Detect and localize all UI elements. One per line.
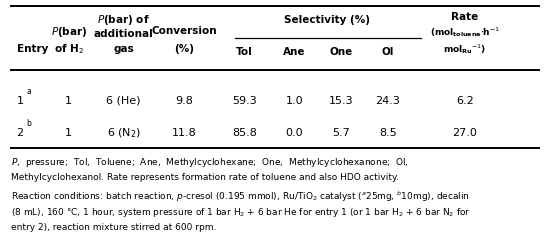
Text: 59.3: 59.3 xyxy=(232,96,257,106)
Text: $\it{P}$(bar): $\it{P}$(bar) xyxy=(51,25,87,39)
Text: 8.5: 8.5 xyxy=(379,128,397,138)
Text: 9.8: 9.8 xyxy=(175,96,193,106)
Text: (mol$_{\mathregular{toluene}}$$\cdot$h$^{-1}$: (mol$_{\mathregular{toluene}}$$\cdot$h$^… xyxy=(430,26,500,39)
Text: 85.8: 85.8 xyxy=(232,128,257,138)
Text: $\it{P}$(bar) of: $\it{P}$(bar) of xyxy=(97,13,150,27)
Text: (8 mL), 160 °C, 1 hour, system pressure of 1 bar H$_2$ + 6 bar He for entry 1 (o: (8 mL), 160 °C, 1 hour, system pressure … xyxy=(11,206,471,219)
Text: Selectivity (%): Selectivity (%) xyxy=(284,15,370,25)
Text: (%): (%) xyxy=(174,44,194,54)
Text: a: a xyxy=(26,87,31,95)
Text: Reaction conditions: batch reaction, $\it{p}$-cresol (0.195 mmol), Ru/TiO$_2$ ca: Reaction conditions: batch reaction, $\i… xyxy=(11,190,470,204)
Text: 2: 2 xyxy=(16,128,24,138)
Text: Methylcyclohexanol. Rate represents formation rate of toluene and also HDO activ: Methylcyclohexanol. Rate represents form… xyxy=(11,173,399,182)
Text: 6.2: 6.2 xyxy=(456,96,474,106)
Text: b: b xyxy=(26,119,31,127)
Text: gas: gas xyxy=(113,44,134,54)
Text: 24.3: 24.3 xyxy=(375,96,400,106)
Text: Conversion: Conversion xyxy=(151,26,217,36)
Text: mol$_{\mathregular{Ru}}$$^{-1}$): mol$_{\mathregular{Ru}}$$^{-1}$) xyxy=(443,42,486,56)
Text: Ol: Ol xyxy=(382,47,394,57)
Text: 1: 1 xyxy=(65,128,72,138)
Text: One: One xyxy=(329,47,353,57)
Text: $\it{P}$,  pressure;  Tol,  Toluene;  Ane,  Methylcyclohexane;  One,  Methylcycl: $\it{P}$, pressure; Tol, Toluene; Ane, M… xyxy=(11,156,409,169)
Text: Tol: Tol xyxy=(236,47,253,57)
Text: 5.7: 5.7 xyxy=(332,128,350,138)
Text: 27.0: 27.0 xyxy=(452,128,477,138)
Text: 0.0: 0.0 xyxy=(285,128,303,138)
Text: entry 2), reaction mixture stirred at 600 rpm.: entry 2), reaction mixture stirred at 60… xyxy=(11,223,216,232)
Text: 11.8: 11.8 xyxy=(172,128,197,138)
Text: 1: 1 xyxy=(16,96,24,106)
Text: of H$_2$: of H$_2$ xyxy=(54,42,84,56)
Text: 15.3: 15.3 xyxy=(329,96,353,106)
Text: additional: additional xyxy=(94,29,153,39)
Text: 6 (N$_2$): 6 (N$_2$) xyxy=(107,126,141,140)
Text: 1.0: 1.0 xyxy=(285,96,303,106)
Text: Entry: Entry xyxy=(16,44,48,54)
Text: Rate: Rate xyxy=(451,12,478,22)
Text: Ane: Ane xyxy=(283,47,305,57)
Text: 1: 1 xyxy=(65,96,72,106)
Text: 6 (He): 6 (He) xyxy=(107,96,141,106)
